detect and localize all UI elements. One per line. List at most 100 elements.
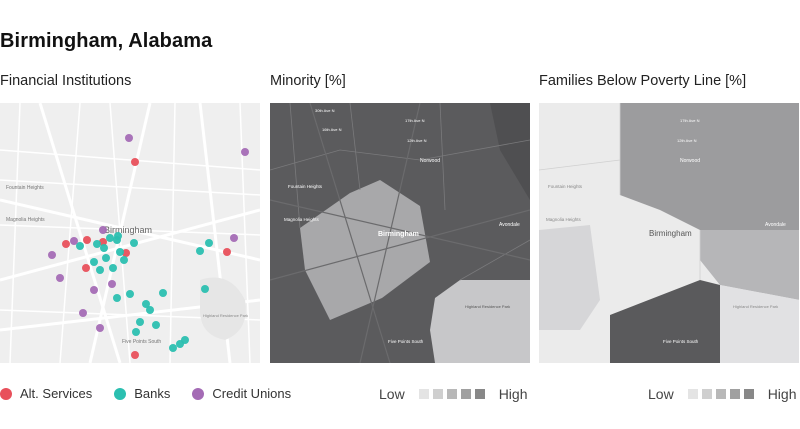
bank-point[interactable] <box>132 328 140 336</box>
credit-union-point[interactable] <box>108 280 116 288</box>
map-svg: Birmingham Norwood Avondale Five Points … <box>539 103 799 363</box>
bank-point[interactable] <box>93 240 101 248</box>
bank-point[interactable] <box>106 234 114 242</box>
alt-services-point[interactable] <box>122 249 130 257</box>
region-borders <box>270 103 530 281</box>
bank-point[interactable] <box>146 306 154 314</box>
map-label-ave-17: 17th Ave N <box>405 118 425 123</box>
map-label-norwood: Norwood <box>680 158 700 164</box>
map-park <box>200 277 246 340</box>
alt-services-dot-icon <box>0 387 12 400</box>
alt-services-point[interactable] <box>82 264 90 272</box>
region-south <box>610 280 720 363</box>
region-northeast <box>490 103 530 200</box>
banks-dot-icon <box>114 387 127 400</box>
bank-point[interactable] <box>114 232 122 240</box>
map-label-ave-12: 12th Ave N <box>407 138 427 143</box>
credit-union-point[interactable] <box>241 148 249 156</box>
map-label-ave-16: 16th Ave N <box>322 127 342 132</box>
panel-title-financial: Financial Institutions <box>0 73 132 89</box>
legend-alt-services[interactable]: Alt. Services <box>0 386 92 401</box>
panel-title-minority: Minority [%] <box>270 73 346 89</box>
bank-point[interactable] <box>126 290 134 298</box>
alt-services-point[interactable] <box>131 351 139 359</box>
bank-point[interactable] <box>159 289 167 297</box>
map-label-city: Birmingham <box>649 229 692 238</box>
poverty-scale-legend: Low High <box>648 386 796 402</box>
legend-label: Banks <box>134 386 171 401</box>
map-label-five-points: Five Points South <box>388 339 424 344</box>
category-legend: Alt. Services Banks Credit Unions <box>0 386 313 401</box>
alt-services-point[interactable] <box>131 158 139 166</box>
map-minority[interactable]: Birmingham Fountain Heights Magnolia Hei… <box>270 103 530 363</box>
alt-services-point[interactable] <box>62 240 70 248</box>
scale-swatch <box>418 389 429 399</box>
map-svg: Birmingham Fountain Heights Magnolia Hei… <box>270 103 530 363</box>
bank-point[interactable] <box>201 285 209 293</box>
legend-label: Credit Unions <box>212 386 292 401</box>
bank-point[interactable] <box>102 254 110 262</box>
bank-point[interactable] <box>136 318 144 326</box>
map-label-magnolia: Magnolia Heights <box>546 217 582 222</box>
minority-scale-legend: Low High <box>379 386 527 402</box>
bank-point[interactable] <box>205 239 213 247</box>
credit-union-point[interactable] <box>125 134 133 142</box>
map-financial-institutions[interactable]: Birmingham Fountain Heights Magnolia Hei… <box>0 103 260 363</box>
page-title: Birmingham, Alabama <box>0 30 213 52</box>
map-label-five-points: Five Points South <box>663 339 699 344</box>
map-label-ave-17: 17th Ave N <box>680 118 700 123</box>
scale-high-label: High <box>767 386 797 402</box>
credit-union-point[interactable] <box>56 274 64 282</box>
region-north <box>620 103 799 230</box>
map-label-fountain: Fountain Heights <box>288 184 323 189</box>
bank-point[interactable] <box>100 244 108 252</box>
credit-union-point[interactable] <box>79 309 87 317</box>
panel-title-poverty: Families Below Poverty Line [%] <box>539 73 747 89</box>
scale-swatch <box>474 389 485 399</box>
alt-services-point[interactable] <box>83 236 91 244</box>
map-label-city: Birmingham <box>378 231 419 238</box>
map-label-ave-30: 30th Ave N <box>315 108 335 113</box>
region-borders <box>539 103 701 280</box>
bank-point[interactable] <box>169 344 177 352</box>
map-label-avondale: Avondale <box>499 222 520 228</box>
bank-point[interactable] <box>120 256 128 264</box>
credit-union-point[interactable] <box>70 237 78 245</box>
map-roads <box>270 103 530 363</box>
bank-point[interactable] <box>109 264 117 272</box>
scale-high-label: High <box>498 386 528 402</box>
map-label-highland: Highland Residence Park <box>203 313 248 318</box>
bank-point[interactable] <box>113 294 121 302</box>
credit-union-point[interactable] <box>48 251 56 259</box>
map-label-highland: Highland Residence Park <box>465 304 510 309</box>
scale-swatch <box>687 389 698 399</box>
legend-label: Alt. Services <box>20 386 93 401</box>
legend-banks[interactable]: Banks <box>114 386 170 401</box>
map-poverty[interactable]: Birmingham Norwood Avondale Five Points … <box>539 103 799 363</box>
scale-swatch <box>715 389 726 399</box>
scale-swatch <box>432 389 443 399</box>
map-svg: Birmingham Fountain Heights Magnolia Hei… <box>0 103 260 363</box>
map-label-fountain: Fountain Heights <box>6 185 44 191</box>
legend-credit-unions[interactable]: Credit Unions <box>192 386 291 401</box>
bank-point[interactable] <box>76 242 84 250</box>
map-label-avondale: Avondale <box>765 222 786 228</box>
credit-union-point[interactable] <box>96 324 104 332</box>
bank-point[interactable] <box>142 300 150 308</box>
credit-union-point[interactable] <box>90 286 98 294</box>
scale-swatch <box>446 389 457 399</box>
bank-point[interactable] <box>196 247 204 255</box>
map-label-city: Birmingham <box>104 225 152 235</box>
bank-point[interactable] <box>116 248 124 256</box>
bank-point[interactable] <box>96 266 104 274</box>
bank-point[interactable] <box>152 321 160 329</box>
credit-union-point[interactable] <box>99 226 107 234</box>
scale-swatch <box>460 389 471 399</box>
scale-low-label: Low <box>648 386 674 402</box>
bank-point[interactable] <box>181 336 189 344</box>
bank-point[interactable] <box>130 239 138 247</box>
bank-point[interactable] <box>90 258 98 266</box>
alt-services-point[interactable] <box>223 248 231 256</box>
credit-union-point[interactable] <box>230 234 238 242</box>
region-east <box>700 230 799 300</box>
